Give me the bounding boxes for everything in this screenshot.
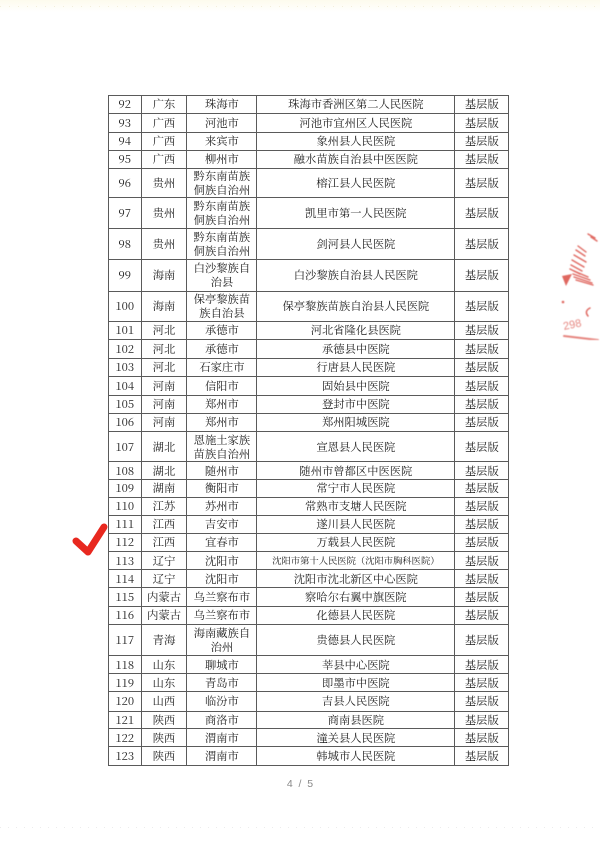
- svg-text:298: 298: [562, 317, 582, 333]
